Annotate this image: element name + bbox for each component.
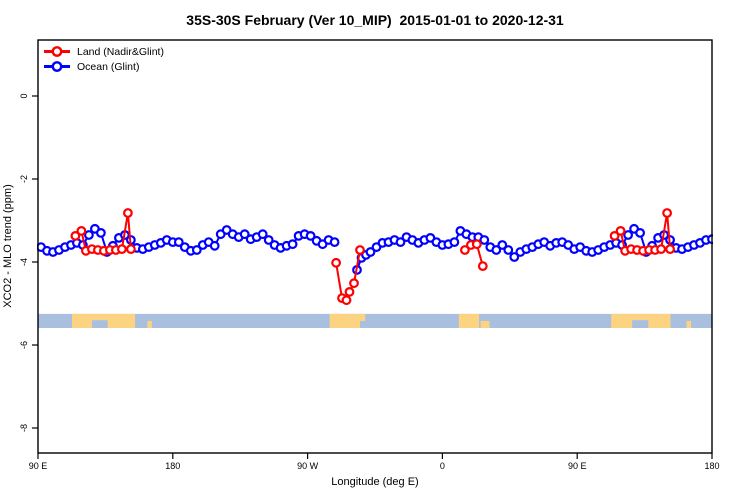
land-patch-south-america-east	[360, 313, 366, 321]
x-tick-label: 0	[440, 461, 445, 471]
land-patch-great-australian-bight-repeat	[632, 320, 649, 328]
x-tick-label: 90 W	[297, 461, 319, 471]
data-point	[329, 237, 340, 248]
data-point	[609, 230, 620, 241]
data-point	[395, 237, 406, 248]
x-axis-ticks: 90 E 180 90 W 0 90 E 180	[29, 453, 720, 471]
data-point	[76, 225, 87, 236]
data-point	[503, 245, 514, 255]
chart-title: 35S-30S February (Ver 10_MIP) 2015-01-01…	[186, 12, 564, 28]
land-patch-great-australian-bight	[91, 320, 108, 328]
data-point	[173, 237, 184, 248]
data-point	[95, 227, 106, 238]
data-point	[125, 244, 136, 255]
land-patch-south-america	[329, 313, 361, 328]
land-ocean-map-band	[38, 313, 712, 328]
x-tick-label: 180	[165, 461, 180, 471]
y-tick-label: 0	[19, 93, 29, 98]
data-point	[83, 230, 94, 240]
plot-border	[37, 39, 713, 454]
data-point	[341, 295, 352, 306]
y-axis-ticks: 0 -2 -4 -6 -8	[19, 93, 38, 432]
data-point	[471, 239, 482, 250]
land-patch-south-africa-east	[480, 320, 490, 328]
x-axis-title: Longitude (deg E)	[331, 476, 418, 488]
legend-label-ocean: Ocean (Glint)	[77, 61, 139, 73]
data-series-group	[37, 208, 713, 306]
data-point	[331, 257, 342, 268]
data-point	[305, 230, 316, 241]
data-point	[623, 230, 633, 240]
land-patch-new-zealand-repeat	[686, 320, 692, 328]
data-point	[122, 208, 133, 218]
legend-item-land: Land (Nadir&Glint)	[44, 46, 164, 58]
land-patch-south-africa	[458, 313, 480, 328]
data-point	[449, 237, 460, 248]
y-tick-label: -6	[19, 341, 29, 349]
data-point	[263, 235, 274, 245]
data-point	[349, 278, 359, 289]
data-point	[665, 244, 675, 255]
data-point	[365, 247, 376, 257]
legend-label-land: Land (Nadir&Glint)	[77, 46, 164, 58]
data-point	[509, 252, 520, 262]
data-point	[287, 239, 298, 250]
data-point	[662, 208, 672, 218]
data-point	[477, 261, 488, 272]
x-tick-label: 90 E	[568, 461, 587, 471]
data-point	[460, 245, 470, 255]
land-patch-new-zealand	[147, 320, 152, 328]
y-tick-label: -8	[19, 424, 29, 432]
x-tick-label: 180	[704, 461, 719, 471]
data-point	[479, 235, 490, 245]
data-point	[191, 245, 202, 255]
data-point	[355, 245, 365, 255]
data-point	[635, 227, 645, 238]
land-marker-icon	[51, 46, 63, 57]
data-point	[116, 244, 127, 255]
data-point	[344, 287, 355, 297]
ocean-strip	[38, 313, 712, 328]
y-tick-label: -2	[19, 175, 29, 183]
data-point	[209, 240, 220, 251]
y-axis-title: XCO2 - MLO trend (ppm)	[2, 184, 14, 307]
data-point	[491, 245, 502, 255]
data-point	[497, 240, 508, 250]
ocean-marker-icon	[51, 61, 63, 72]
data-point	[656, 244, 666, 255]
data-point	[257, 229, 268, 240]
data-point	[239, 229, 250, 240]
y-tick-label: -4	[19, 258, 29, 266]
data-point	[70, 230, 81, 241]
legend-item-ocean: Ocean (Glint)	[44, 61, 139, 73]
x-tick-label: 90 E	[29, 461, 48, 471]
legend: Land (Nadir&Glint) Ocean (Glint)	[44, 46, 164, 73]
data-point	[615, 225, 626, 236]
